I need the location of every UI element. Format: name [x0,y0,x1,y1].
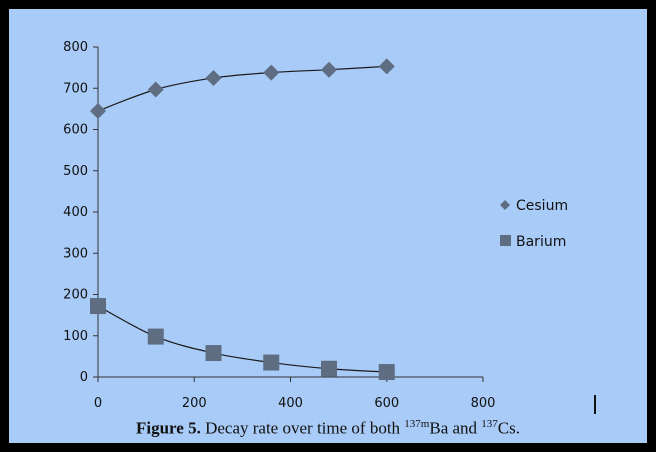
legend: Cesium Barium [500,198,568,250]
y-tick-label: 100 [63,329,88,344]
x-tick-label: 0 [94,396,102,411]
point-cesium [263,64,280,81]
caption-cs-mass: 137 [481,418,498,430]
caption-cs-symbol: Cs. [497,418,521,438]
point-barium [90,298,106,315]
axes [93,46,484,382]
point-barium [147,328,164,345]
point-cesium [205,69,222,86]
figure-caption: Figure 5. Decay rate over time of both 1… [0,418,656,439]
y-tick-label: 0 [80,370,88,385]
trendline-cesium [97,65,387,112]
point-barium [378,364,395,381]
y-tick-label: 400 [63,205,88,220]
trendline-barium [97,305,387,373]
x-tick-label: 800 [471,396,496,411]
caption-label: Figure [135,418,184,438]
trendlines [97,65,387,373]
caption-number: 5. [188,418,201,438]
point-cesium [378,58,395,75]
data-points [90,58,395,381]
caption-ba-mass: 137m [404,418,430,430]
point-barium [205,345,222,362]
y-tick-label: 200 [63,288,88,303]
legend-marker-barium [500,235,511,246]
y-tick-label: 800 [63,40,88,55]
y-tick-label: 300 [63,246,88,261]
caption-ba-symbol: Ba and [429,418,482,438]
legend-label-cesium: Cesium [516,198,568,214]
x-tick-label: 600 [374,396,399,411]
point-cesium [147,81,164,98]
x-tick-label: 400 [278,396,303,411]
point-barium [263,354,280,371]
y-tick-label: 600 [63,123,88,138]
legend-label-barium: Barium [516,234,566,250]
legend-marker-cesium [500,200,510,210]
y-tick-label: 700 [63,81,88,96]
point-cesium [321,61,337,78]
x-tick-label: 200 [182,396,207,411]
tick-labels: 0 100 200 300 400 500 600 700 800 0 200 400 600 800 [63,40,495,411]
point-cesium [90,102,106,119]
point-barium [321,360,337,377]
caption-text: Decay rate over time of both [200,418,405,438]
y-tick-label: 500 [63,164,88,179]
